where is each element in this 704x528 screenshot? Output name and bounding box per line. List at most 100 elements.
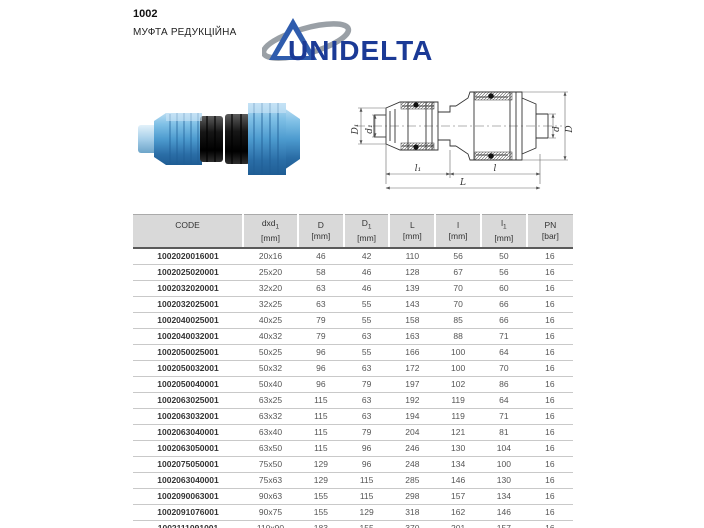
cell-dxd1: 110x90: [243, 520, 298, 528]
cell-l1: 134: [480, 488, 527, 505]
oring-dot: [488, 93, 494, 99]
cell-l: 56: [435, 247, 481, 265]
cell-l1: 86: [480, 376, 527, 393]
cell-l1: 71: [480, 328, 527, 345]
logo-delta-icon: [269, 18, 317, 60]
cell-PN: 16: [526, 344, 573, 361]
table-row: 1002063025001 63x25 115 63 192 119 64 16: [133, 392, 573, 409]
column-header-PN: PN [bar]: [525, 213, 573, 249]
cell-D: 115: [297, 408, 344, 425]
cell-D1: 79: [343, 424, 390, 441]
left-blue-nut: [154, 113, 202, 165]
cell-L: 139: [389, 280, 436, 297]
cell-D1: 46: [343, 264, 390, 281]
cell-code: 1002040032001: [133, 328, 243, 345]
cell-L: 172: [389, 360, 436, 377]
cell-D: 46: [297, 247, 344, 265]
cell-l1: 70: [480, 360, 527, 377]
cell-l: 102: [435, 376, 481, 393]
left-pipe-end: [138, 125, 158, 153]
cell-L: 197: [389, 376, 436, 393]
cell-D: 63: [297, 280, 344, 297]
column-header-D1: D1 [mm]: [342, 213, 390, 249]
cell-l: 146: [435, 472, 481, 489]
cell-dxd1: 50x32: [243, 360, 298, 377]
cell-D1: 63: [343, 360, 390, 377]
cell-code: 1002090063001: [133, 488, 243, 505]
cell-code: 1002025020001: [133, 264, 243, 281]
cell-D: 115: [297, 424, 344, 441]
technical-drawing: D₁ d₁ d D l₁ l L: [351, 91, 574, 190]
cell-D1: 96: [343, 440, 390, 457]
cell-PN: 16: [526, 376, 573, 393]
cell-dxd1: 75x63: [243, 472, 298, 489]
cell-L: 166: [389, 344, 436, 361]
cell-dxd1: 63x25: [243, 392, 298, 409]
cell-dxd1: 63x32: [243, 408, 298, 425]
cell-D: 115: [297, 440, 344, 457]
table-row: 1002032025001 32x25 63 55 143 70 66 16: [133, 296, 573, 313]
cell-l1: 157: [480, 520, 527, 528]
cell-code: 1002075050001: [133, 456, 243, 473]
cell-D1: 55: [343, 296, 390, 313]
column-header-dxd1: dxd1 [mm]: [242, 213, 298, 249]
cell-L: 143: [389, 296, 436, 313]
oring-dot: [413, 144, 419, 150]
cell-L: 318: [389, 504, 436, 521]
table-row: 1002063040001 75x63 129 115 285 146 130 16: [133, 472, 573, 489]
cell-PN: 16: [526, 488, 573, 505]
cell-D: 155: [297, 504, 344, 521]
table-row: 1002040032001 40x32 79 63 163 88 71 16: [133, 328, 573, 345]
cell-PN: 16: [526, 408, 573, 425]
cell-dxd1: 90x75: [243, 504, 298, 521]
cell-l: 70: [435, 296, 481, 313]
oring-dot: [413, 102, 419, 108]
cell-l: 100: [435, 360, 481, 377]
cell-D: 79: [297, 328, 344, 345]
center-black-nut-left: [200, 116, 223, 162]
cell-l1: 66: [480, 296, 527, 313]
dim-label-l: l: [494, 164, 497, 174]
cell-code: 1002050025001: [133, 344, 243, 361]
table-row: 1002050025001 50x25 96 55 166 100 64 16: [133, 344, 573, 361]
cell-D1: 115: [343, 488, 390, 505]
dim-label-l1: l₁: [415, 164, 422, 174]
product-photo: [138, 103, 300, 175]
product-code: 1002: [133, 8, 158, 20]
cell-D1: 63: [343, 328, 390, 345]
table-row: 1002063040001 63x40 115 79 204 121 81 16: [133, 424, 573, 441]
cell-PN: 16: [526, 440, 573, 457]
dim-label-D: D: [565, 125, 574, 133]
cell-L: 248: [389, 456, 436, 473]
cell-D1: 55: [343, 344, 390, 361]
cell-code: 1002063040001: [133, 424, 243, 441]
cell-l: 119: [435, 408, 481, 425]
cell-PN: 16: [526, 296, 573, 313]
cell-L: 285: [389, 472, 436, 489]
cell-D1: 63: [343, 392, 390, 409]
cell-PN: 16: [526, 520, 573, 528]
cell-code: 1002063040001: [133, 472, 243, 489]
column-header-L: L [mm]: [388, 213, 436, 249]
table-row: 1002063032001 63x32 115 63 194 119 71 16: [133, 408, 573, 425]
table-row: 1002025020001 25x20 58 46 128 67 56 16: [133, 264, 573, 281]
cell-code: 1002091076001: [133, 504, 243, 521]
cell-D: 115: [297, 392, 344, 409]
cell-dxd1: 32x20: [243, 280, 298, 297]
cell-D1: 42: [343, 247, 390, 265]
cell-dxd1: 63x50: [243, 440, 298, 457]
cell-dxd1: 63x40: [243, 424, 298, 441]
table-row: 1002050032001 50x32 96 63 172 100 70 16: [133, 360, 573, 377]
cell-l1: 104: [480, 440, 527, 457]
cell-D: 79: [297, 312, 344, 329]
cell-D: 129: [297, 472, 344, 489]
cell-D: 96: [297, 360, 344, 377]
dim-label-d: d: [552, 126, 562, 132]
cell-PN: 16: [526, 264, 573, 281]
cell-code: 1002063050001: [133, 440, 243, 457]
cell-L: 204: [389, 424, 436, 441]
table-row: 1002090063001 90x63 155 115 298 157 134 16: [133, 488, 573, 505]
cell-D: 155: [297, 488, 344, 505]
cell-D: 96: [297, 376, 344, 393]
